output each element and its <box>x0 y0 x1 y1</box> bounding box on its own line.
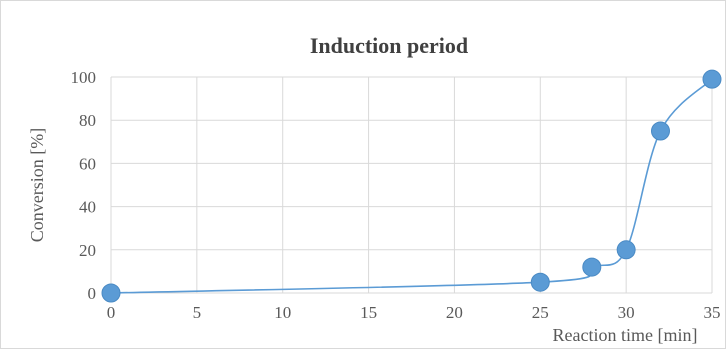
series-line <box>110 78 713 294</box>
x-axis-label: Reaction time [min] <box>553 325 698 345</box>
data-point <box>616 240 636 260</box>
series <box>101 69 722 303</box>
tick-labels: 0 20 40 60 80 100 0 5 10 15 20 25 30 35 <box>71 68 721 322</box>
y-tick-label: 0 <box>88 284 97 303</box>
x-tick-label: 25 <box>532 303 549 322</box>
x-tick-label: 30 <box>618 303 635 322</box>
x-tick-label: 10 <box>274 303 291 322</box>
data-point <box>101 283 121 303</box>
chart-title: Induction period <box>310 33 468 58</box>
y-tick-label: 100 <box>71 68 97 87</box>
y-tick-label: 80 <box>79 111 96 130</box>
y-tick-label: 60 <box>79 154 96 173</box>
data-point <box>702 69 722 89</box>
x-tick-label: 0 <box>107 303 116 322</box>
data-point <box>530 272 550 292</box>
y-tick-label: 40 <box>79 198 96 217</box>
gridlines <box>110 76 713 294</box>
data-point <box>582 257 602 277</box>
y-axis-label: Conversion [%] <box>27 128 47 242</box>
y-tick-label: 20 <box>79 241 96 260</box>
x-tick-label: 15 <box>360 303 377 322</box>
x-tick-label: 20 <box>446 303 463 322</box>
x-tick-label: 35 <box>704 303 721 322</box>
x-tick-label: 5 <box>193 303 202 322</box>
data-point <box>650 121 670 141</box>
